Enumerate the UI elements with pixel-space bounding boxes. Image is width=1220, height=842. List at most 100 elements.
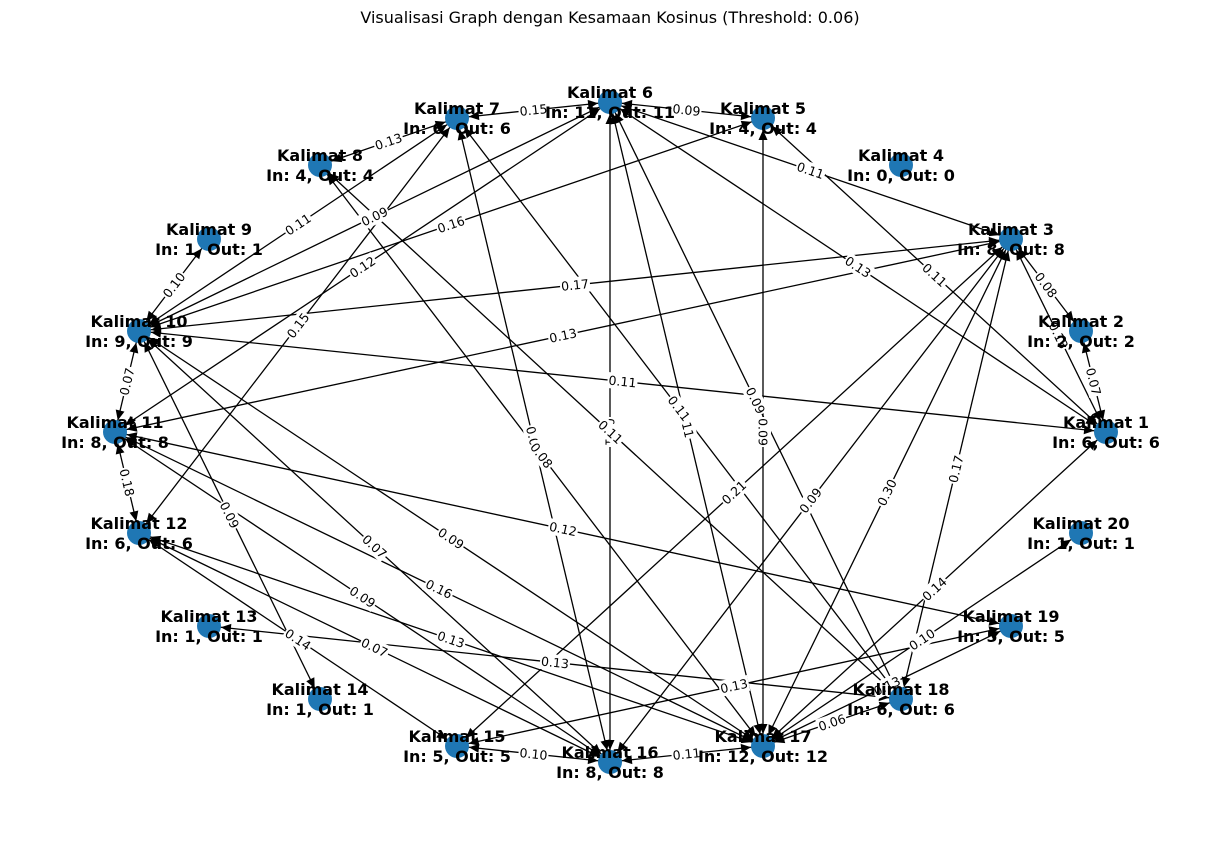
node-stats-kalimat-17: In: 12, Out: 12 [698,747,828,766]
edge-weight-background [434,627,468,652]
edge-weight-label: 0.12 [548,519,578,540]
edge-weight-label: 0.13 [719,676,749,697]
arrowhead-17-18 [878,701,890,711]
edge-weight-background [281,209,315,240]
edge-weight-background [158,268,190,302]
edge-weight-11-19: 0.12 [546,518,580,540]
node-kalimat-2 [1069,319,1093,343]
arrowhead-12-11 [115,443,125,455]
node-kalimat-19 [999,614,1023,638]
node-stats-kalimat-16: In: 8, Out: 8 [556,763,664,782]
edge-weight-background [905,624,939,655]
arrowhead-11-10 [129,342,139,354]
edge-weight-background [717,476,751,509]
node-stats-kalimat-18: In: 6, Out: 6 [847,700,955,719]
edge-weight-11-17: 0.16 [422,575,456,603]
arrowhead-19-11 [126,432,138,442]
node-stats-kalimat-13: In: 1, Out: 1 [155,627,263,646]
arrowhead-6-3 [988,227,1000,237]
arrowhead-18-3 [1001,250,1011,262]
node-kalimat-13 [197,614,221,638]
arrowhead-3-16 [617,741,627,753]
arrowhead-6-11 [124,416,136,426]
node-name-kalimat-16: Kalimat 16 [561,743,658,762]
edge-weight-3-11: 0.13 [546,324,580,347]
edge-weight-background [1030,268,1062,302]
edge-weight-label: 0.17 [560,276,589,294]
edge-weight-label: 0.07 [359,635,391,661]
edge-weight-background [546,518,580,540]
arrowhead-16-17 [740,743,752,753]
arrowhead-18-17 [774,734,786,744]
edge-weight-16-17: 0.11 [670,744,703,764]
node-name-kalimat-11: Kalimat 11 [66,413,163,432]
arrowhead-1-5 [771,126,783,137]
arrowhead-12-7 [440,127,450,139]
arrowhead-16-7 [457,129,467,141]
node-kalimat-17 [751,734,775,758]
arrowhead-17-19 [989,631,1001,640]
arrowhead-11-19 [988,616,1000,626]
node-kalimat-10 [127,319,151,343]
edge-weight-5-6: 0.09 [670,100,703,120]
edge-weight-background [670,744,703,764]
node-name-kalimat-3: Kalimat 3 [968,220,1054,239]
arrowhead-7-8 [331,153,343,163]
node-name-kalimat-10: Kalimat 10 [90,312,187,331]
node-stats-kalimat-7: In: 6, Out: 6 [403,119,511,138]
edge-weight-background [793,158,828,183]
edge-weight-background [815,710,849,735]
edge-weight-3-17: 0.30 [873,475,901,510]
edge-weight-label: 0.13 [548,325,578,346]
node-name-kalimat-9: Kalimat 9 [166,220,252,239]
node-kalimat-6 [598,90,622,114]
edge-weight-label: 0.07 [116,366,137,397]
edge-weight-15-19: 0.13 [717,675,751,697]
edge-weight-label: 0.17 [945,454,966,485]
edge-weight-label: 0.18 [116,467,137,498]
edge-weight-background [345,582,380,612]
edge-weight-background [517,744,550,764]
arrowhead-3-17 [768,724,777,736]
arrowhead-8-17 [746,725,756,737]
arrowhead-15-3 [991,247,1003,258]
nodes-layer [103,90,1118,774]
edge-weight-background [1044,318,1073,353]
node-stats-kalimat-20: In: 1, Out: 1 [1027,534,1135,553]
node-name-kalimat-5: Kalimat 5 [720,99,806,118]
node-kalimat-9 [197,227,221,251]
edge-weight-background [870,672,904,700]
arrowhead-17-1 [1086,440,1098,451]
edge-weight-background [606,371,639,392]
edge-weight-background [944,452,968,486]
arrowhead-19-15 [468,736,480,746]
edge-weight-background [795,483,826,518]
node-stats-kalimat-8: In: 4, Out: 4 [266,166,374,185]
edge-weight-label: 0.09 [672,101,701,119]
edge-weight-background [282,308,314,343]
node-kalimat-12 [127,521,151,545]
edge-weight-background [546,324,580,347]
arrowhead-18-6 [615,112,624,124]
edge-weight-label: 0.15 [519,101,548,119]
arrowhead-10-1 [1083,425,1095,435]
node-kalimat-15 [445,734,469,758]
edge-weight-7-12: 0.15 [282,308,314,343]
node-kalimat-3 [999,227,1023,251]
node-name-kalimat-7: Kalimat 7 [414,99,500,118]
arrowhead-10-9 [192,248,202,260]
node-kalimat-16 [598,750,622,774]
edge-weight-12-16: 0.07 [357,633,392,662]
arrowhead-14-10 [144,341,153,353]
node-name-kalimat-17: Kalimat 17 [714,727,811,746]
arrowhead-17-5 [758,130,768,140]
arrowhead-17-10 [148,337,160,347]
edge-weight-background [115,466,139,499]
arrowhead-11-3 [988,239,1000,249]
node-stats-kalimat-5: In: 4, Out: 4 [709,119,817,138]
node-name-kalimat-2: Kalimat 2 [1038,312,1124,331]
node-kalimat-11 [103,420,127,444]
edge-weight-background [717,675,751,697]
node-stats-kalimat-14: In: 1, Out: 1 [266,700,374,719]
